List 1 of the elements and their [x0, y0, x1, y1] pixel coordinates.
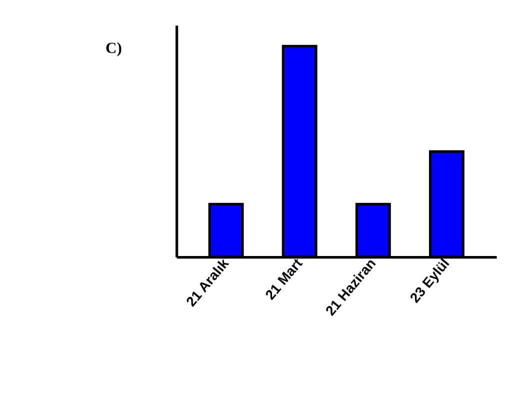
chart-title: C)	[105, 40, 122, 57]
